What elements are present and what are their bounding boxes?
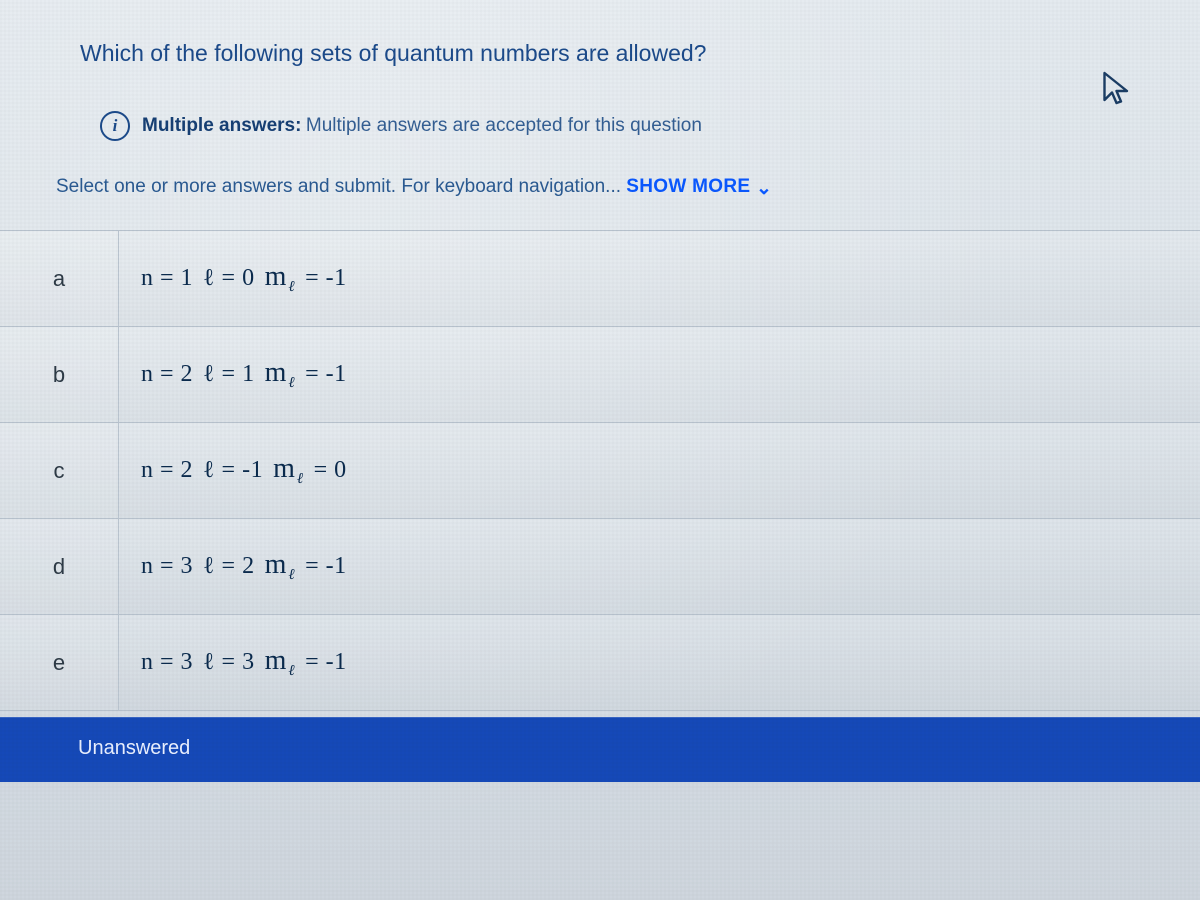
option-formula: n = 2ℓ = -1mℓ = 0 — [119, 453, 369, 488]
option-formula: n = 3ℓ = 3mℓ = -1 — [119, 645, 369, 680]
question-text: Which of the following sets of quantum n… — [0, 20, 1200, 95]
option-d[interactable]: dn = 3ℓ = 2mℓ = -1 — [0, 518, 1200, 614]
quiz-panel: Which of the following sets of quantum n… — [0, 0, 1200, 900]
option-formula: n = 2ℓ = 1mℓ = -1 — [119, 357, 369, 392]
info-icon: i — [100, 111, 130, 141]
option-letter: d — [0, 519, 119, 614]
option-a[interactable]: an = 1ℓ = 0mℓ = -1 — [0, 230, 1200, 326]
status-bar: Unanswered — [0, 717, 1200, 782]
show-more-link[interactable]: SHOW MORE ⌄ — [626, 176, 772, 197]
option-letter: c — [0, 423, 119, 518]
option-b[interactable]: bn = 2ℓ = 1mℓ = -1 — [0, 326, 1200, 422]
option-formula: n = 1ℓ = 0mℓ = -1 — [119, 261, 369, 296]
instruction-text: Select one or more answers and submit. F… — [56, 176, 626, 197]
option-letter: a — [0, 231, 119, 326]
info-strong: Multiple answers: — [142, 115, 301, 136]
option-formula: n = 3ℓ = 2mℓ = -1 — [119, 549, 369, 584]
option-letter: e — [0, 615, 119, 710]
chevron-down-icon: ⌄ — [756, 177, 772, 200]
option-letter: b — [0, 327, 119, 422]
option-c[interactable]: cn = 2ℓ = -1mℓ = 0 — [0, 422, 1200, 518]
multiple-answers-note: i Multiple answers: Multiple answers are… — [0, 95, 1200, 151]
info-rest: Multiple answers are accepted for this q… — [306, 115, 702, 136]
instruction-row: Select one or more answers and submit. F… — [0, 151, 1200, 208]
options-list: an = 1ℓ = 0mℓ = -1bn = 2ℓ = 1mℓ = -1cn =… — [0, 230, 1200, 711]
cursor-icon — [1100, 70, 1136, 106]
option-e[interactable]: en = 3ℓ = 3mℓ = -1 — [0, 614, 1200, 711]
